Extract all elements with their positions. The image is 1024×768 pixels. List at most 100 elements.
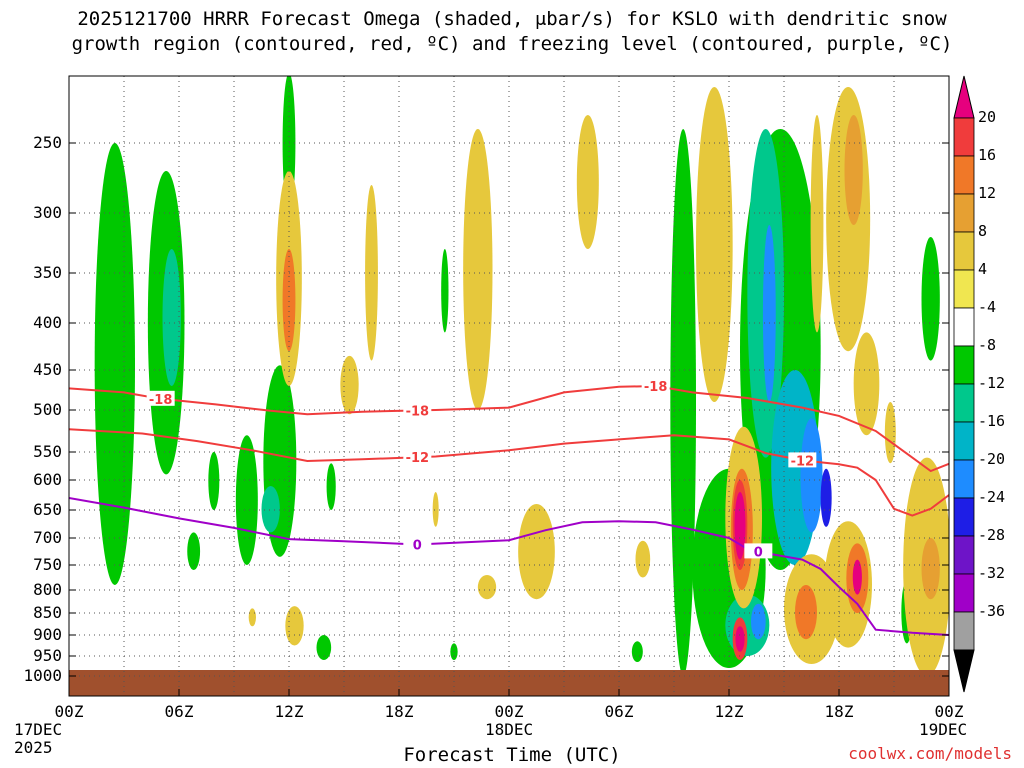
colorbar-label: -28 — [978, 526, 1006, 544]
x-tick-label-24: 00Z — [494, 702, 524, 721]
ascent-region-9 — [316, 635, 332, 660]
descent-region-45 — [734, 492, 746, 560]
ascent-region-32 — [800, 418, 823, 533]
colorbar-bin-3 — [953, 231, 975, 271]
descent-region-52 — [852, 559, 862, 595]
date-label-line: 17DEC — [14, 720, 63, 739]
colorbar-label: -8 — [978, 336, 997, 354]
x-tick-label-36: 12Z — [714, 702, 744, 721]
colorbar-label: -32 — [978, 564, 1006, 582]
colorbar — [953, 75, 975, 693]
descent-region-49 — [795, 585, 817, 640]
x-tick-label-30: 06Z — [604, 702, 634, 721]
colorbar-bin-4 — [953, 269, 975, 309]
colorbar-bin-11 — [953, 535, 975, 575]
colorbar-label: -12 — [978, 374, 1006, 392]
y-tick-label-300: 300 — [33, 203, 62, 222]
ascent-region-7 — [261, 486, 280, 533]
y-tick-label-400: 400 — [33, 313, 62, 332]
colorbar-label: -20 — [978, 450, 1006, 468]
y-tick-label-950: 950 — [33, 646, 62, 665]
freezing-level-contour-label-bg-0 — [403, 536, 432, 552]
y-tick-label-450: 450 — [33, 360, 62, 379]
colorbar-label: -24 — [978, 488, 1006, 506]
descent-region-16 — [365, 184, 378, 361]
descent-region-15 — [340, 355, 359, 415]
descent-region-12 — [282, 249, 296, 352]
descent-region-20 — [576, 115, 599, 249]
descent-region-41 — [810, 115, 824, 333]
colorbar-bin-8 — [953, 421, 975, 461]
ascent-region-23 — [441, 249, 449, 333]
y-tick-label-550: 550 — [33, 442, 62, 461]
colorbar-label: -4 — [978, 298, 997, 316]
date-label-line: 2025 — [14, 738, 53, 757]
y-tick-label-500: 500 — [33, 400, 62, 419]
colorbar-bin-2 — [953, 193, 975, 233]
x-date-label-24: 18DEC — [485, 721, 533, 739]
colorbar-label: 16 — [978, 146, 997, 164]
dendritic-contour-0-label-bg-1 — [403, 402, 432, 418]
freezing-level-contour — [69, 497, 949, 636]
ascent-region-35 — [751, 603, 766, 640]
colorbar-label: 20 — [978, 108, 997, 126]
descent-region-22 — [635, 540, 651, 578]
dendritic-contour-0-label-2: -18 — [644, 380, 668, 395]
ascent-region-5 — [235, 435, 258, 565]
ascent-region-31 — [762, 225, 776, 402]
descent-region-17 — [432, 492, 439, 527]
colorbar-bin-1 — [953, 155, 975, 195]
descent-region-56 — [884, 402, 896, 464]
dendritic-contour-0-label-1: -18 — [406, 404, 430, 419]
descent-region-47 — [735, 626, 745, 652]
x-tick-label-42: 18Z — [824, 702, 854, 721]
colorbar-bin-7 — [953, 383, 975, 423]
ascent-region-10 — [326, 463, 336, 510]
colorbar-bin-5 — [953, 307, 975, 347]
dendritic-contour-1-label-bg-0 — [403, 449, 432, 465]
dendritic-contour-0-label-bg-2 — [641, 378, 670, 393]
dendritic-contour-1-label-0: -12 — [406, 451, 430, 466]
credit-link[interactable]: coolwx.com/models — [848, 744, 1012, 763]
y-tick-label-700: 700 — [33, 528, 62, 547]
colorbar-label: -16 — [978, 412, 1006, 430]
y-tick-label-1000: 1000 — [23, 666, 62, 685]
date-label-line: 19DEC — [919, 720, 968, 739]
x-tick-label-0: 00Z — [54, 702, 84, 721]
y-tick-label-900: 900 — [33, 625, 62, 644]
ascent-region-33 — [820, 468, 832, 527]
descent-region-21 — [477, 575, 497, 600]
y-tick-label-250: 250 — [33, 133, 62, 152]
ascent-region-37 — [921, 236, 940, 361]
x-tick-label-6: 06Z — [164, 702, 194, 721]
y-tick-label-650: 650 — [33, 500, 62, 519]
ascent-region-3 — [187, 532, 201, 570]
y-tick-label-600: 600 — [33, 470, 62, 489]
descent-region-40 — [844, 115, 863, 225]
tick-marks — [68, 142, 950, 696]
dendritic-contour-0 — [69, 384, 949, 473]
colorbar-label: 8 — [978, 222, 988, 240]
ascent-region-0 — [94, 143, 135, 585]
freezing-level-contour-label-bg-1 — [744, 543, 773, 559]
x-tick-label-18: 18Z — [384, 702, 414, 721]
x-date-label-0: 17DEC 2025 — [14, 721, 62, 757]
chart-title-line-2: growth region (contoured, red, ºC) and f… — [71, 33, 953, 55]
dendritic-contour-1-label-1: -12 — [791, 454, 815, 469]
date-label-line: 18DEC — [485, 720, 534, 739]
colorbar-label: -36 — [978, 602, 1006, 620]
colorbar-bin-9 — [953, 459, 975, 499]
dendritic-contour-1 — [69, 428, 949, 517]
colorbar-min-triangle — [953, 649, 975, 693]
x-tick-label-12: 12Z — [274, 702, 304, 721]
x-axis-label: Forecast Time (UTC) — [403, 744, 621, 766]
descent-region-54 — [921, 538, 940, 600]
colorbar-label: 4 — [978, 260, 988, 278]
colorbar-bin-6 — [953, 345, 975, 385]
descent-region-13 — [285, 606, 304, 646]
dendritic-contour-0-label-0: -18 — [149, 393, 173, 408]
colorbar-label: 12 — [978, 184, 997, 202]
descent-region-18 — [518, 503, 555, 600]
y-tick-label-800: 800 — [33, 580, 62, 599]
